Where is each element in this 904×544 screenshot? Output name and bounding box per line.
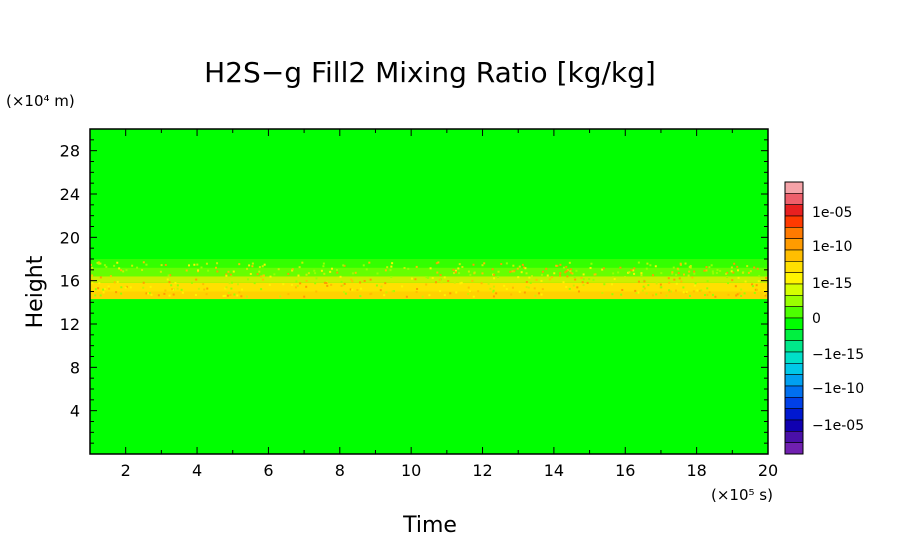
- heatmap-band-1: [90, 267, 768, 277]
- x-tick-label: 20: [758, 461, 778, 480]
- colorbar-cell: [784, 272, 804, 285]
- colorbar-cell: [784, 238, 804, 251]
- x-tick-label: 8: [335, 461, 345, 480]
- x-tick-label: 6: [263, 461, 273, 480]
- x-tick-label: 4: [192, 461, 202, 480]
- colorbar-label: −1e-15: [812, 347, 864, 363]
- colorbar-cell: [784, 351, 804, 364]
- x-tick-label: 16: [615, 461, 635, 480]
- colorbar-cell: [784, 442, 804, 455]
- y-axis-unit: (×10⁴ m): [6, 92, 75, 110]
- colorbar-cell: [784, 295, 804, 307]
- colorbar-label: 0: [812, 311, 821, 327]
- colorbar: 1e-05 1e-10 1e-15 0 −1e-15 −1e-10 −1e-05: [784, 181, 864, 455]
- heatmap-band-3: [90, 282, 768, 292]
- colorbar-cell: [784, 397, 804, 409]
- colorbar-cell: [784, 340, 804, 353]
- colorbar-label: 1e-05: [812, 205, 852, 221]
- heatmap-speckle: [90, 261, 768, 298]
- colorbar-cell: [784, 306, 804, 319]
- colorbar-cell: [784, 204, 804, 217]
- colorbar-cell: [784, 261, 804, 273]
- colorbar-frame: [784, 181, 804, 455]
- colorbar-cell: [784, 193, 804, 205]
- heatmap-band-0: [90, 259, 768, 268]
- colorbar-cell: [784, 215, 804, 228]
- y-tick-label: 8: [70, 358, 80, 377]
- y-tick-label: 24: [60, 185, 80, 204]
- y-tick-label: 12: [60, 315, 80, 334]
- y-axis: 4 8 12 16 20 24 28: [60, 139, 768, 444]
- y-tick-label: 28: [60, 142, 80, 161]
- colorbar-cell: [784, 431, 804, 443]
- colorbar-label: 1e-15: [812, 276, 852, 292]
- y-axis-label: Height: [23, 255, 48, 328]
- y-tick-label: 16: [60, 272, 80, 291]
- colorbar-label: −1e-05: [812, 418, 864, 434]
- colorbar-cell: [784, 181, 804, 194]
- colorbar-cell: [784, 374, 804, 387]
- y-tick-label: 20: [60, 228, 80, 247]
- x-tick-label: 12: [472, 461, 492, 480]
- colorbar-cell: [784, 408, 804, 421]
- colorbar-cell: [784, 317, 804, 330]
- x-axis-unit: (×10⁵ s): [711, 486, 773, 504]
- colorbar-cell: [784, 419, 804, 432]
- x-tick-label: 18: [686, 461, 706, 480]
- x-axis-label: Time: [402, 513, 457, 538]
- x-axis: 2 4 6 8 10 12 14 16 18 20: [89, 129, 778, 480]
- x-tick-label: 14: [544, 461, 564, 480]
- colorbar-cell: [784, 385, 804, 398]
- colorbar-cell: [784, 329, 804, 341]
- x-tick-label: 10: [401, 461, 421, 480]
- colorbar-cell: [784, 249, 804, 262]
- chart-title: H2S−g Fill2 Mixing Ratio [kg/kg]: [204, 56, 656, 89]
- colorbar-label: 1e-10: [812, 239, 852, 255]
- heatmap-band-2: [90, 276, 768, 283]
- x-tick-label: 2: [121, 461, 131, 480]
- y-tick-label: 4: [70, 402, 80, 421]
- colorbar-cell: [784, 227, 804, 239]
- colorbar-label: −1e-10: [812, 381, 864, 397]
- colorbar-cell: [784, 283, 804, 296]
- colorbar-cell: [784, 363, 804, 375]
